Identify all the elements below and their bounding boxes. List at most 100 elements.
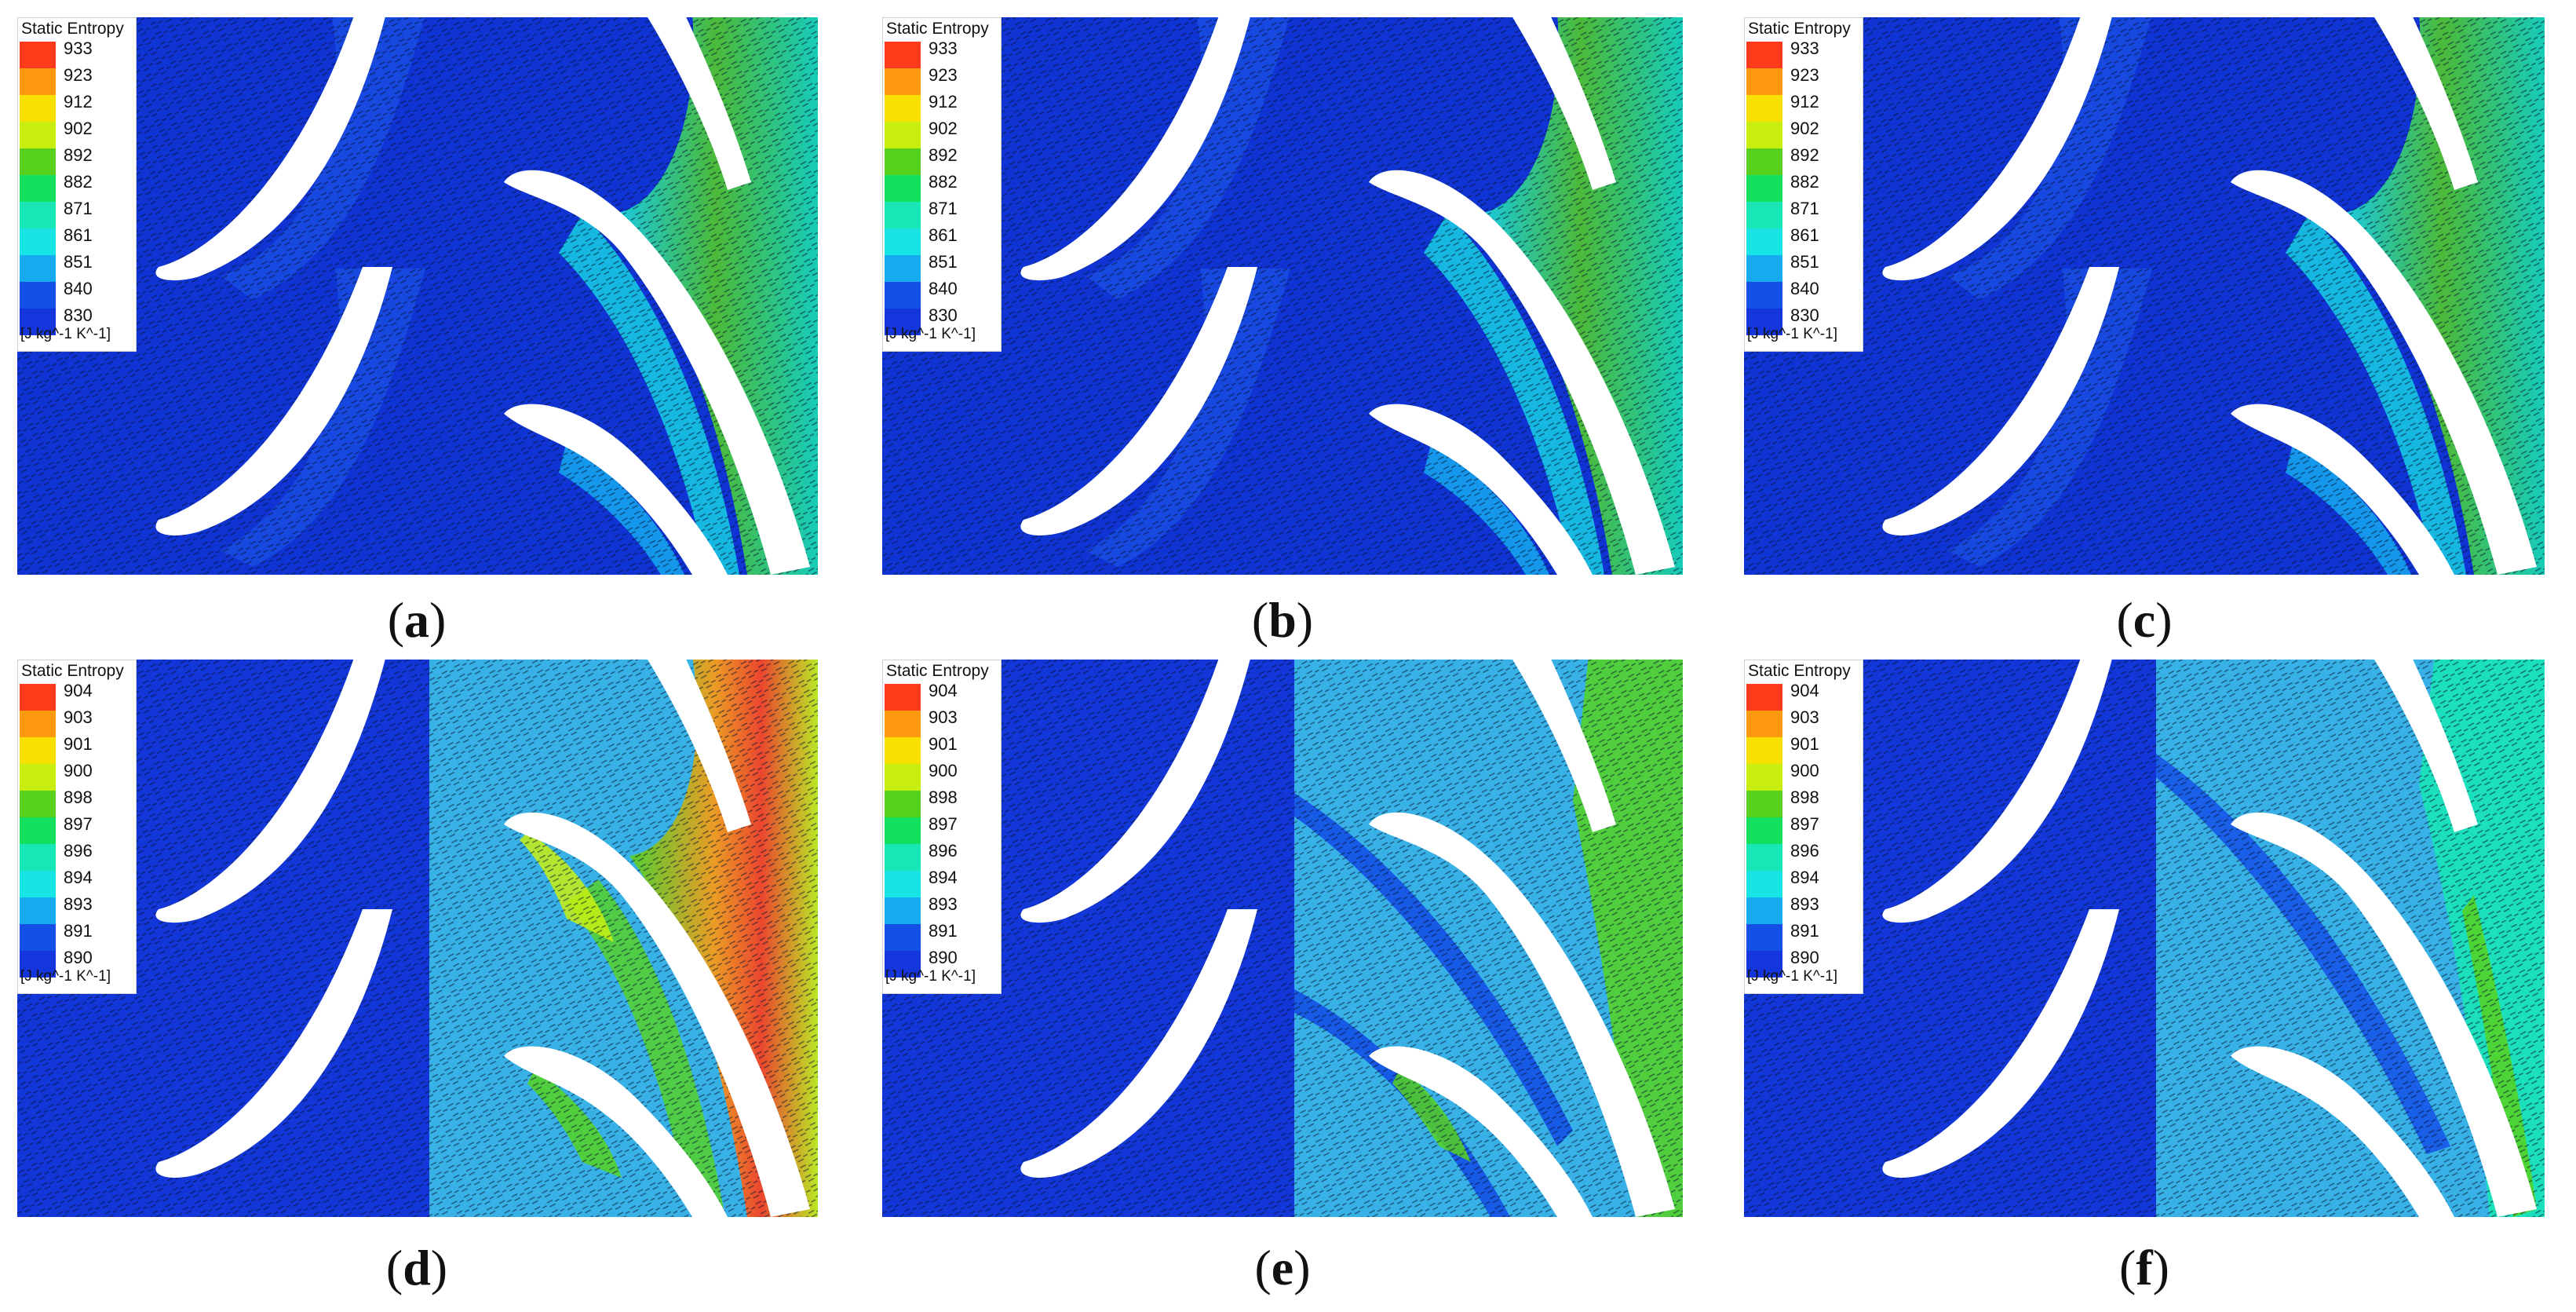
legend-tick-label: 903 (929, 707, 958, 727)
legend-swatch (20, 228, 56, 255)
legend-tick-label: 840 (64, 279, 93, 298)
legend-tick-label: 840 (1790, 279, 1819, 298)
legend-swatch (1746, 228, 1782, 255)
color-legend: Static Entropy 904 903 901 900 898 897 896 894 89… (17, 660, 137, 994)
legend-tick-label: 902 (64, 119, 93, 138)
legend-swatch (20, 309, 56, 335)
legend-tick-label: 893 (1790, 894, 1819, 914)
legend-swatch (20, 42, 56, 68)
legend-tick-label: 900 (64, 761, 93, 780)
legend-swatch (20, 817, 56, 844)
legend-tick-label: 894 (64, 868, 93, 887)
legend-units: [J kg^-1 K^-1] (1747, 968, 1837, 985)
legend-tick-label: 898 (1790, 788, 1819, 807)
legend-tick-label: 892 (64, 145, 93, 165)
legend-tick-label: 882 (64, 172, 93, 192)
legend-tick-label: 896 (929, 841, 958, 861)
legend-swatch (1746, 737, 1782, 764)
legend-tick-label: 900 (929, 761, 958, 780)
legend-swatch (1746, 68, 1782, 95)
entropy-contour-field (882, 17, 1683, 575)
legend-swatch (1746, 924, 1782, 951)
legend-tick-label: 912 (929, 92, 958, 111)
legend-tick-label: 897 (1790, 814, 1819, 834)
legend-swatch (885, 871, 921, 897)
entropy-contour-field (17, 660, 818, 1217)
legend-tick-label: 851 (64, 252, 93, 272)
legend-swatch (885, 844, 921, 871)
legend-swatch (20, 95, 56, 122)
legend-swatch (885, 282, 921, 309)
legend-tick-label: 830 (64, 305, 93, 325)
legend-swatch (1746, 95, 1782, 122)
legend-tick-label: 904 (929, 681, 958, 700)
legend-swatch (885, 175, 921, 202)
legend-tick-label: 903 (64, 707, 93, 727)
legend-tick-label: 896 (64, 841, 93, 861)
legend-tick-label: 861 (64, 225, 93, 245)
legend-swatch (1746, 684, 1782, 711)
legend-tick-label: 896 (1790, 841, 1819, 861)
legend-swatch (1746, 711, 1782, 737)
color-legend: Static Entropy 904 903 901 900 898 897 896 894 89… (882, 660, 1002, 994)
color-legend: Static Entropy 933 923 912 902 892 882 871 861 85… (1744, 17, 1863, 352)
legend-units: [J kg^-1 K^-1] (1747, 326, 1837, 342)
legend-tick-label: 902 (929, 119, 958, 138)
legend-swatch (885, 764, 921, 791)
legend-swatch (885, 897, 921, 924)
panel-f: Static Entropy 904 903 901 900 898 897 896 894 89… (1744, 660, 2545, 1217)
legend-title: Static Entropy (886, 20, 989, 38)
legend-tick-label: 902 (1790, 119, 1819, 138)
legend-swatch (20, 871, 56, 897)
legend-tick-label: 871 (929, 199, 958, 218)
panel-d: Static Entropy 904 903 901 900 898 897 896 894 89… (17, 660, 818, 1217)
legend-swatch (885, 202, 921, 228)
legend-swatch (885, 924, 921, 951)
legend-swatch (20, 764, 56, 791)
legend-swatch (1746, 764, 1782, 791)
legend-tick-label: 904 (64, 681, 93, 700)
color-legend: Static Entropy 933 923 912 902 892 882 871 861 85… (882, 17, 1002, 352)
legend-tick-label: 898 (929, 788, 958, 807)
legend-tick-label: 912 (1790, 92, 1819, 111)
legend-swatch (20, 684, 56, 711)
legend-swatch (885, 255, 921, 282)
legend-swatch (1746, 282, 1782, 309)
legend-swatch (20, 711, 56, 737)
legend-tick-label: 898 (64, 788, 93, 807)
legend-swatch (20, 175, 56, 202)
legend-swatch (885, 817, 921, 844)
caption-e: (e) (1254, 1240, 1311, 1296)
legend-swatch (1746, 122, 1782, 148)
legend-tick-label: 892 (1790, 145, 1819, 165)
legend-swatch (20, 202, 56, 228)
legend-tick-label: 897 (64, 814, 93, 834)
legend-tick-label: 893 (64, 894, 93, 914)
legend-title: Static Entropy (1748, 20, 1851, 38)
legend-title: Static Entropy (886, 662, 989, 680)
legend-tick-label: 890 (1790, 948, 1819, 967)
legend-tick-label: 903 (1790, 707, 1819, 727)
legend-swatch (885, 42, 921, 68)
legend-tick-label: 861 (929, 225, 958, 245)
legend-tick-label: 830 (929, 305, 958, 325)
legend-swatch (885, 684, 921, 711)
caption-d: (d) (385, 1240, 448, 1296)
legend-swatch (1746, 148, 1782, 175)
legend-tick-label: 851 (1790, 252, 1819, 272)
panel-b: Static Entropy 933 923 912 902 892 882 871 861 85… (882, 17, 1683, 575)
legend-tick-label: 891 (64, 921, 93, 941)
legend-tick-label: 890 (929, 948, 958, 967)
legend-swatch (1746, 871, 1782, 897)
legend-swatch (1746, 309, 1782, 335)
legend-tick-label: 882 (1790, 172, 1819, 192)
legend-tick-label: 894 (929, 868, 958, 887)
legend-units: [J kg^-1 K^-1] (885, 326, 976, 342)
legend-tick-label: 891 (929, 921, 958, 941)
legend-swatch (1746, 817, 1782, 844)
legend-swatch (20, 924, 56, 951)
caption-c: (c) (2116, 592, 2173, 648)
legend-swatch (20, 897, 56, 924)
panel-e: Static Entropy 904 903 901 900 898 897 896 894 89… (882, 660, 1683, 1217)
legend-swatch (885, 737, 921, 764)
